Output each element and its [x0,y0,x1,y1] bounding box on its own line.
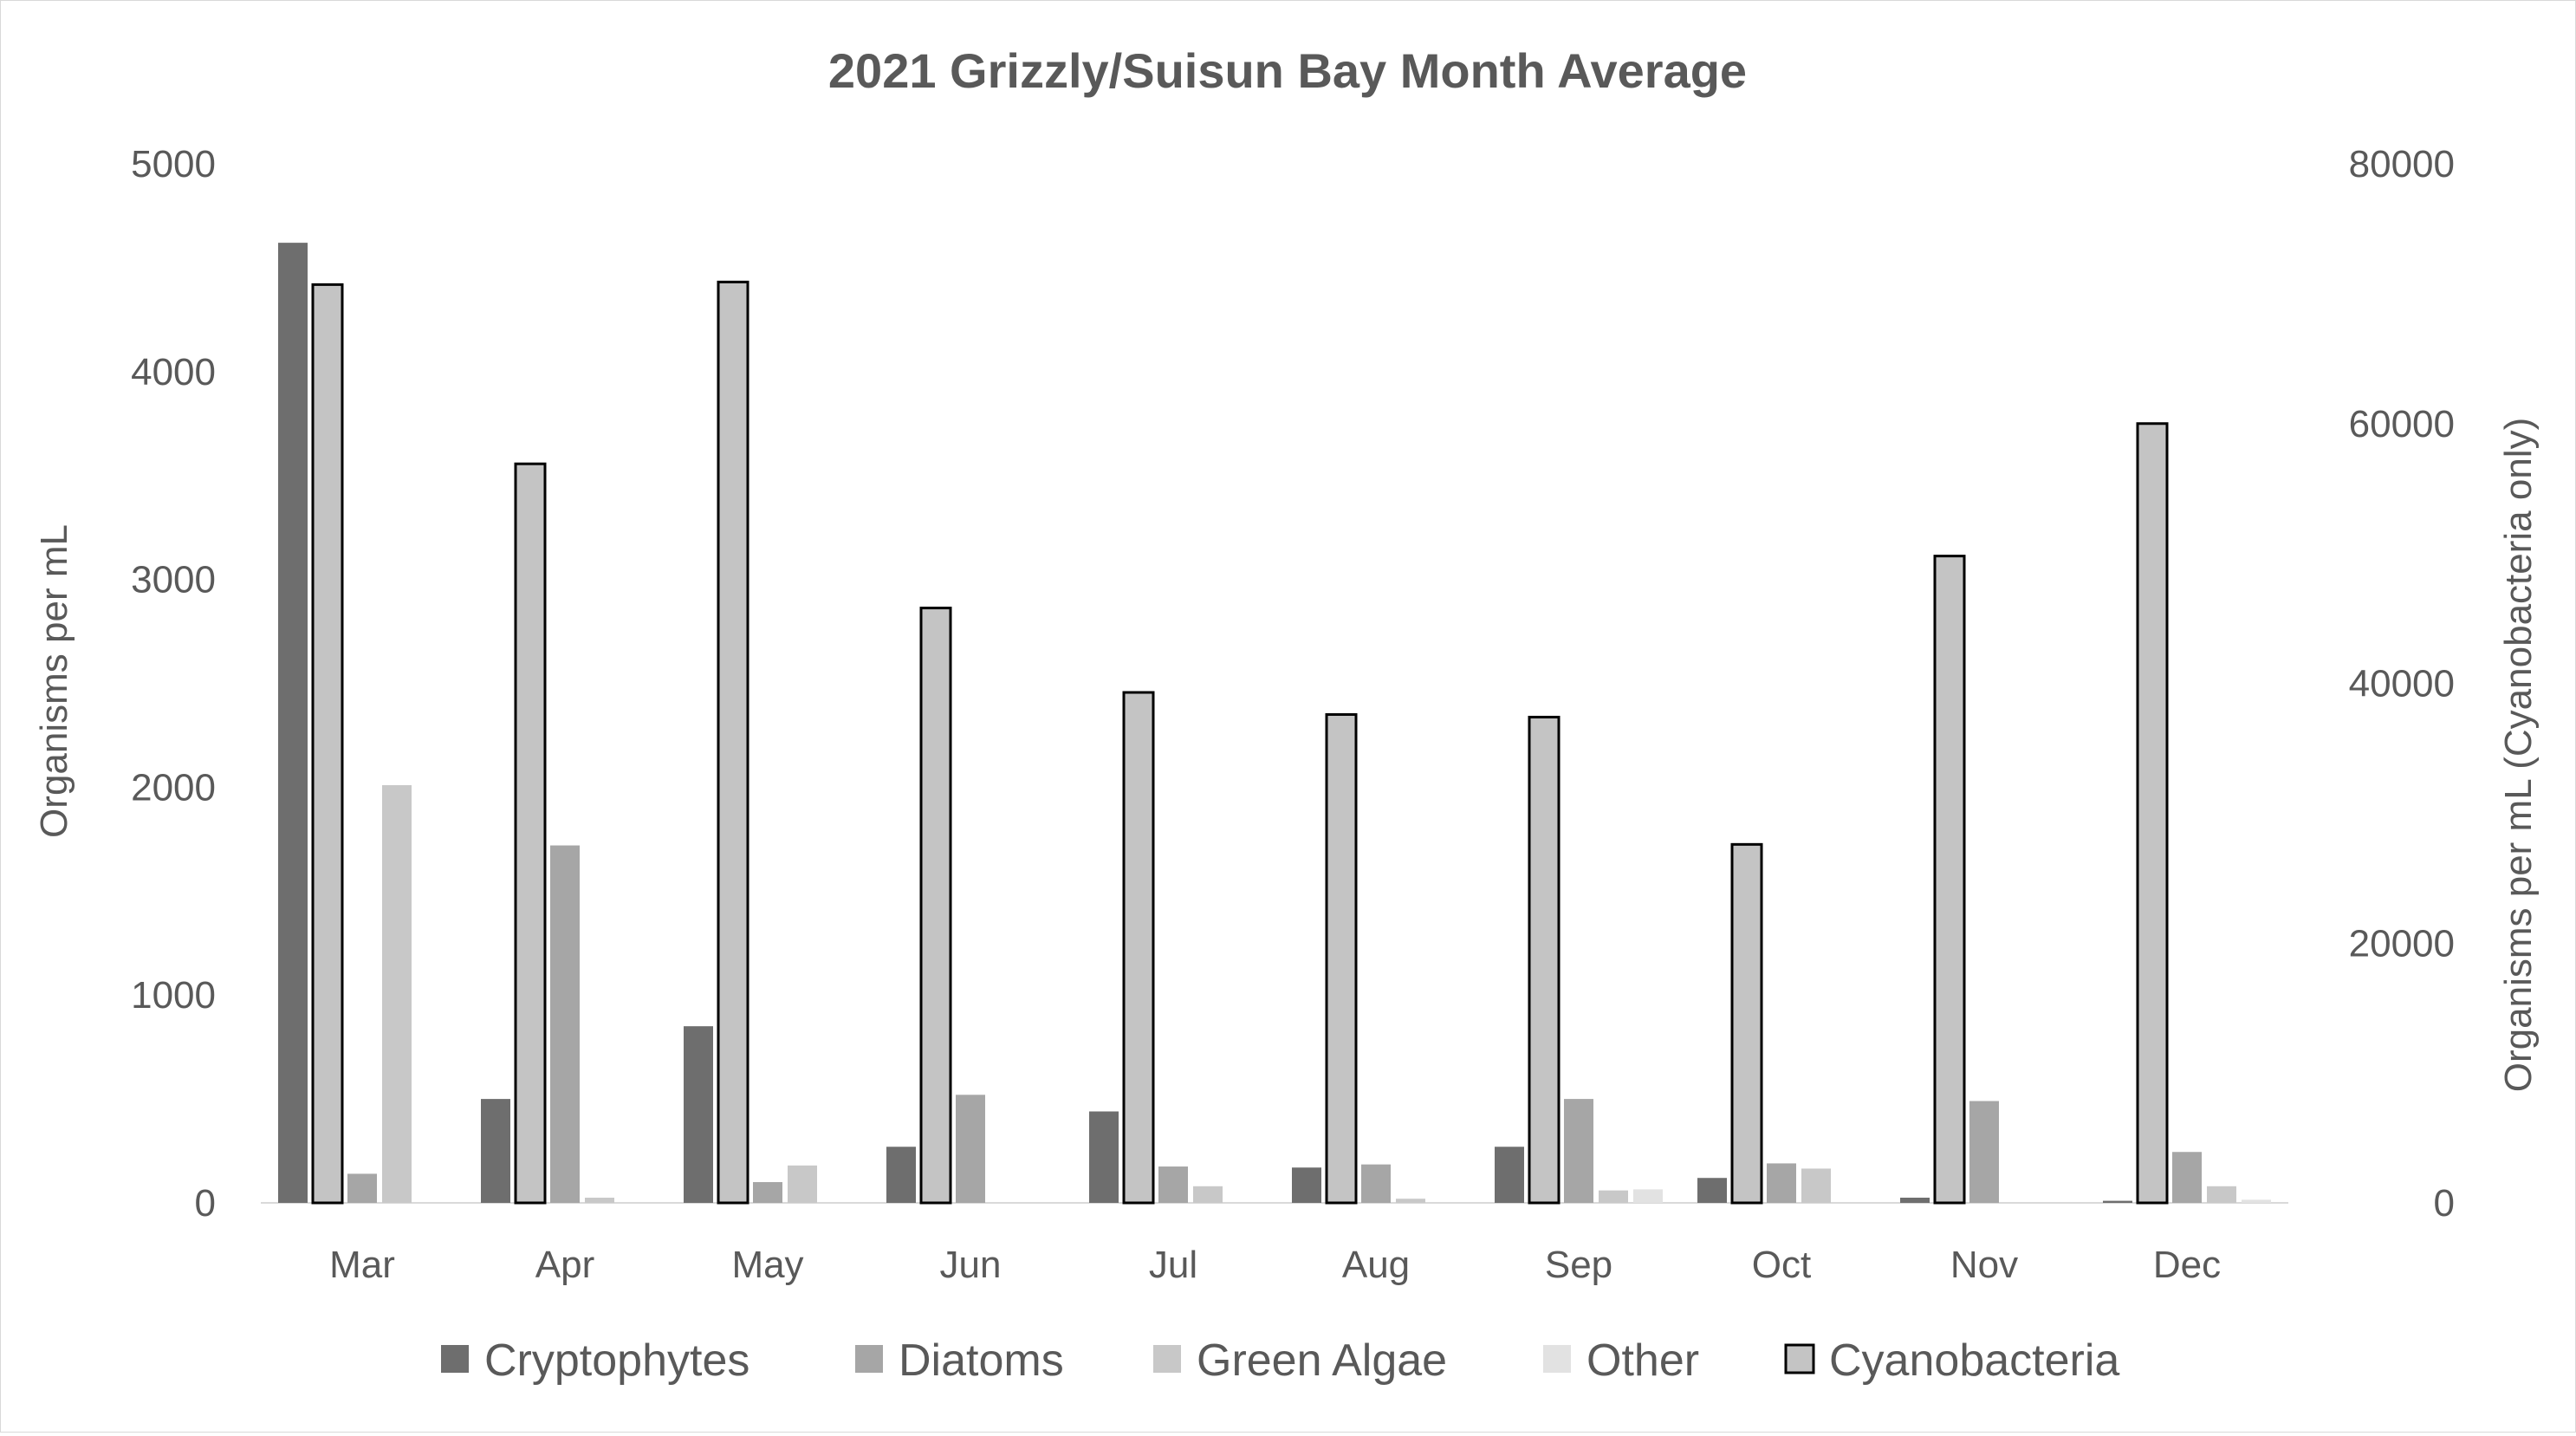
x-tick-label: Mar [329,1244,395,1286]
bar-cyanobacteria [919,607,952,1205]
bar-diatoms [550,845,580,1203]
x-tick-label: May [731,1244,803,1286]
bar-diatoms [1969,1101,1999,1203]
bar-green-algae [585,1198,614,1203]
bar-cyanobacteria [1730,842,1763,1205]
x-tick-label: Jun [940,1244,1002,1286]
bar-cyanobacteria [1122,691,1155,1205]
bar-green-algae [1801,1168,1831,1203]
y-axis-title: Organisms per mL [33,524,75,838]
y-tick-label: 5000 [131,143,216,185]
bar-cyanobacteria [1528,715,1561,1205]
x-tick-label: Jul [1149,1244,1197,1286]
bar-cyanobacteria [1933,555,1966,1205]
plot-area: 0 1000 2000 3000 4000 5000 0 20000 40000 60000 800… [131,143,2455,1286]
bar-cryptophytes [684,1026,713,1203]
bar-green-algae [2207,1186,2236,1203]
legend-label: Diatoms [899,1335,1064,1386]
bar-cryptophytes [481,1099,510,1203]
legend-swatch-cyanobacteria [1784,1343,1815,1374]
bar-cyanobacteria [514,462,547,1205]
bar-cyanobacteria [1325,712,1358,1205]
bar-cryptophytes [278,243,308,1203]
bar-green-algae [1396,1199,1425,1203]
bar-other [1633,1189,1663,1203]
legend-label: Green Algae [1197,1335,1447,1386]
legend-swatch-cryptophytes [441,1345,469,1373]
bar-green-algae [788,1165,817,1203]
legend-label: Other [1586,1335,1699,1386]
y-tick-label: 2000 [131,766,216,809]
bar-cryptophytes [886,1147,916,1203]
bar-cryptophytes [1292,1167,1321,1203]
x-tick-label: Apr [535,1244,594,1286]
legend-swatch-other [1543,1345,1571,1373]
legend-swatch-diatoms [855,1345,883,1373]
bar-cyanobacteria [2136,422,2169,1205]
x-tick-label: Oct [1752,1244,1811,1286]
bar-diatoms [1767,1163,1796,1203]
bar-diatoms [956,1095,985,1203]
chart-title: 2021 Grizzly/Suisun Bay Month Average [828,43,1747,98]
bar-diatoms [1361,1164,1391,1203]
y2-tick-label: 40000 [2349,663,2455,705]
bar-cryptophytes [1089,1111,1119,1203]
legend-label: Cryptophytes [484,1335,749,1386]
legend-swatch-green-algae [1153,1345,1181,1373]
bar-cyanobacteria [311,283,344,1205]
y2-tick-label: 80000 [2349,143,2455,185]
bar-cryptophytes [1495,1147,1524,1203]
x-tick-label: Dec [2153,1244,2221,1286]
bar-cryptophytes [2103,1200,2132,1203]
bar-other [2242,1199,2271,1203]
y-tick-label: 0 [195,1182,216,1225]
legend: Cryptophytes Diatoms Green Algae Other Cyano… [441,1335,2119,1386]
bar-green-algae [1599,1190,1628,1203]
bar-diatoms [1158,1166,1188,1203]
x-tick-label: Nov [1950,1244,2018,1286]
bar-cryptophytes [1697,1178,1727,1203]
bar-diatoms [753,1182,782,1203]
y2-tick-label: 60000 [2349,403,2455,445]
x-tick-label: Sep [1545,1244,1612,1286]
bar-green-algae [382,785,412,1203]
bar-diatoms [347,1173,377,1203]
bar-green-algae [1193,1186,1223,1203]
y2-tick-label: 20000 [2349,922,2455,965]
y-tick-label: 4000 [131,351,216,393]
y-tick-label: 3000 [131,559,216,601]
x-tick-label: Aug [1342,1244,1410,1286]
bar-cryptophytes [1900,1198,1930,1203]
bar-diatoms [2172,1152,2202,1203]
bar-cyanobacteria [717,280,749,1205]
bar-diatoms [1564,1099,1593,1203]
y2-axis-title: Organisms per mL (Cyanobacteria only) [2497,418,2540,1092]
legend-label: Cyanobacteria [1829,1335,2119,1386]
y2-tick-label: 0 [2434,1182,2455,1225]
y-tick-label: 1000 [131,974,216,1017]
